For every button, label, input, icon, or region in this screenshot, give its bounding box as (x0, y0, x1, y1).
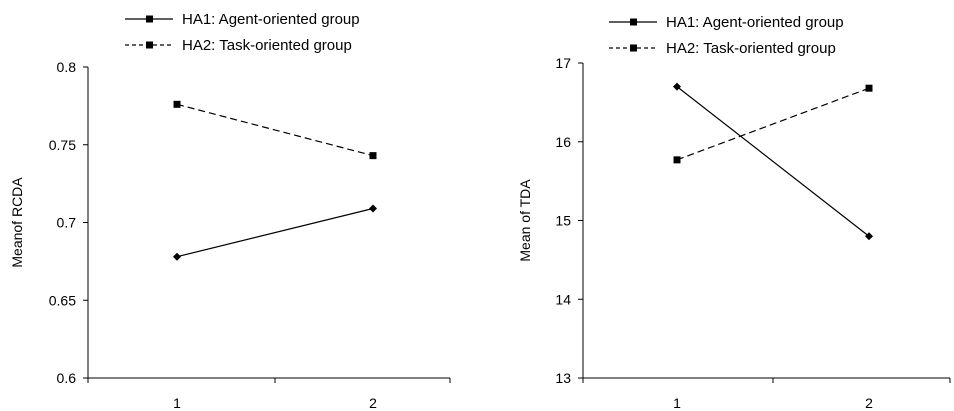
legend-marker (146, 41, 153, 49)
y-tick-label: 16 (555, 134, 571, 150)
y-tick-label: 0.75 (49, 137, 76, 153)
y-axis-title: Meanof RCDA (9, 177, 25, 268)
y-tick-label: 0.6 (57, 370, 77, 386)
x-tick-label: 1 (673, 395, 681, 411)
data-point-diamond-marker (673, 82, 681, 91)
x-tick-label: 2 (369, 395, 377, 411)
data-point-diamond-marker (369, 204, 377, 213)
legend-marker (146, 15, 153, 23)
y-tick-label: 0.65 (49, 292, 76, 308)
legend-label: HA1: Agent-oriented group (182, 11, 360, 28)
legend-label: HA1: Agent-oriented group (666, 14, 844, 31)
data-point-square-marker (173, 100, 181, 108)
y-tick-label: 17 (555, 55, 571, 71)
x-tick-label: 1 (173, 395, 181, 411)
data-point-square-marker (369, 152, 377, 160)
y-tick-label: 15 (555, 213, 571, 229)
data-point-square-marker (673, 156, 681, 164)
y-axis-title: Mean of TDA (517, 179, 533, 262)
legend-label: HA2: Task-oriented group (666, 40, 836, 57)
x-tick-label: 2 (865, 395, 873, 411)
y-tick-label: 14 (555, 291, 571, 307)
series-line-1 (176, 207, 374, 258)
legend-label: HA2: Task-oriented group (182, 37, 352, 54)
legend-marker (630, 44, 637, 52)
y-tick-label: 13 (555, 370, 571, 386)
data-point-diamond-marker (865, 232, 873, 241)
chart-panel-2: 13 14 15 16 17 1 2 Mean of TDA HA1: Agent-orient… (517, 14, 951, 411)
series-line-2 (676, 87, 870, 161)
data-point-square-marker (865, 84, 873, 92)
series-line-2 (176, 103, 374, 157)
series-line-1 (676, 86, 870, 237)
y-tick-label: 0.7 (57, 215, 77, 231)
y-tick-label: 0.8 (57, 59, 77, 75)
legend-marker (630, 18, 637, 26)
data-point-diamond-marker (173, 252, 181, 261)
chart-panel-1: 0.6 0.65 0.7 0.75 0.8 1 2 Meanof RCDA HA1: Agent… (9, 11, 451, 411)
